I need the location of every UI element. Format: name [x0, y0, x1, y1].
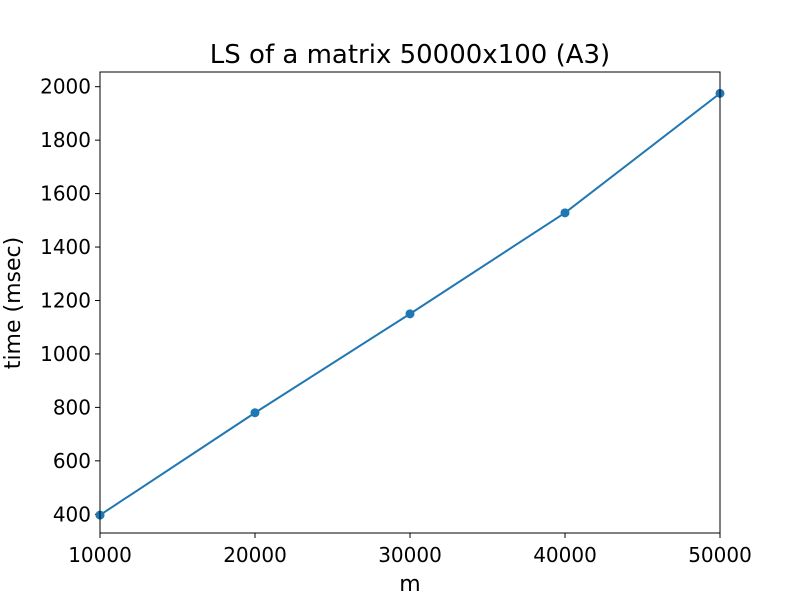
y-axis-label: time (msec)	[1, 237, 26, 369]
x-tick-label: 50000	[688, 543, 752, 567]
x-axis-ticks: 10000 20000 30000 40000 50000	[68, 533, 752, 567]
y-tick-label: 2000	[40, 75, 91, 99]
plot-area-frame	[99, 71, 721, 534]
y-tick-label: 1800	[40, 128, 91, 152]
y-tick-label: 800	[53, 395, 91, 419]
y-tick-label: 400	[53, 502, 91, 526]
x-axis-label: m	[399, 572, 420, 597]
y-tick-label: 600	[53, 449, 91, 473]
y-tick-label: 1200	[40, 288, 91, 312]
x-tick-label: 30000	[378, 543, 442, 567]
x-tick-label: 20000	[223, 543, 287, 567]
x-tick-label: 10000	[68, 543, 132, 567]
y-tick-label: 1400	[40, 235, 91, 259]
data-point	[250, 408, 260, 418]
y-tick-label: 1000	[40, 342, 91, 366]
data-point	[405, 309, 415, 319]
data-point	[560, 208, 570, 218]
y-tick-label: 1600	[40, 182, 91, 206]
chart-title: LS of a matrix 50000x100 (A3)	[210, 40, 610, 70]
series-line	[99, 92, 721, 516]
series-layer	[95, 88, 725, 520]
y-axis-ticks: 400 600 800 1000 1200 1400 1600 1800 2000	[40, 75, 100, 526]
x-tick-label: 40000	[533, 543, 597, 567]
